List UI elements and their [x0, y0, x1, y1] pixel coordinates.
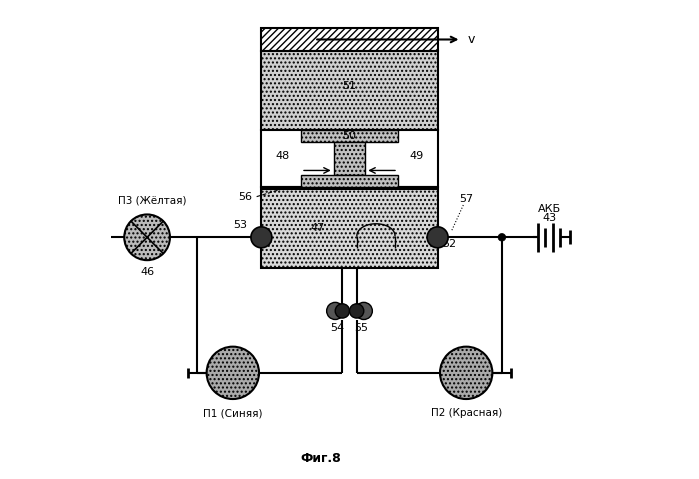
Bar — [261, 187, 438, 268]
Circle shape — [427, 227, 448, 248]
Text: АКБ: АКБ — [538, 204, 561, 214]
Text: 48: 48 — [275, 151, 289, 160]
Bar — [301, 130, 398, 142]
Circle shape — [251, 227, 272, 248]
Text: v: v — [467, 33, 475, 46]
Bar — [301, 175, 398, 187]
Text: 54: 54 — [331, 322, 345, 332]
Text: Фиг.8: Фиг.8 — [301, 452, 341, 465]
Text: 49: 49 — [410, 151, 424, 160]
Text: 56: 56 — [238, 192, 252, 202]
Text: П1 (Синяя): П1 (Синяя) — [203, 408, 263, 418]
Text: 43: 43 — [542, 213, 556, 223]
Text: П2 (Красная): П2 (Красная) — [431, 408, 502, 418]
Circle shape — [440, 347, 492, 399]
Circle shape — [336, 304, 350, 318]
Circle shape — [326, 302, 344, 319]
Text: П3 (Жёлтая): П3 (Жёлтая) — [117, 195, 186, 205]
Text: 46: 46 — [140, 267, 154, 277]
Bar — [261, 28, 438, 51]
Text: 55: 55 — [354, 322, 368, 332]
Circle shape — [207, 347, 259, 399]
Circle shape — [350, 304, 363, 318]
Text: 44: 44 — [226, 359, 239, 369]
Bar — [261, 130, 438, 187]
Circle shape — [124, 215, 170, 260]
Text: 47: 47 — [310, 223, 325, 233]
Text: 45: 45 — [460, 359, 473, 369]
Text: 53: 53 — [233, 220, 247, 230]
Text: 51: 51 — [343, 81, 356, 91]
Text: 57: 57 — [459, 194, 473, 204]
Circle shape — [498, 233, 505, 241]
Circle shape — [355, 302, 373, 319]
Bar — [333, 142, 366, 175]
Text: 52: 52 — [442, 240, 456, 250]
Text: 50: 50 — [343, 131, 356, 141]
Bar — [261, 51, 438, 130]
